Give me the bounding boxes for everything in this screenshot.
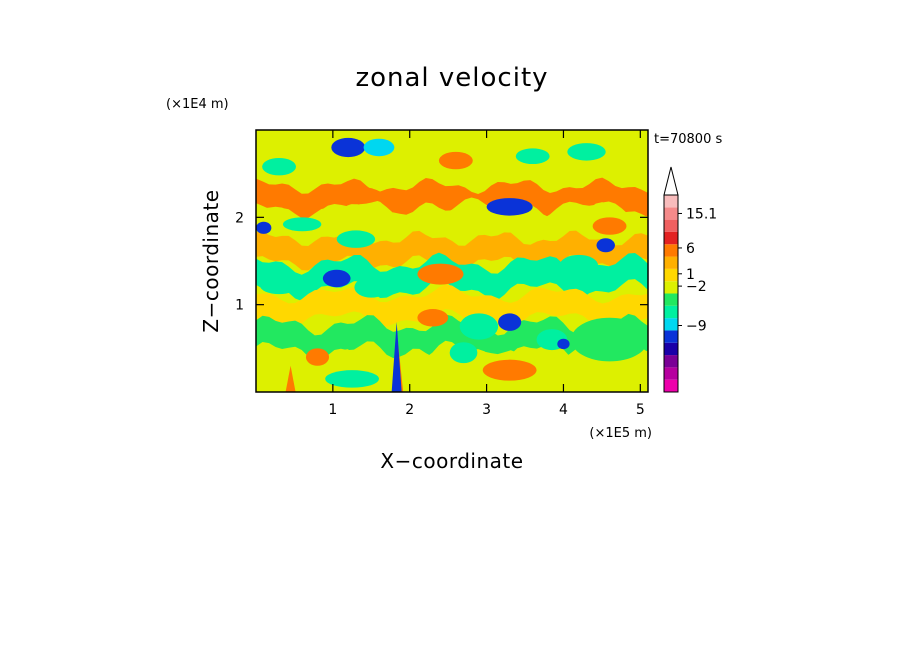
field-blob-25 [325,370,379,388]
field-blob-0 [331,137,366,158]
colorbar-label: −2 [686,279,707,295]
x-axis-label: X−coordinate [380,449,523,473]
plot-frame [255,129,649,393]
colorbar-label: 6 [686,241,695,257]
chart-title: zonal velocity [355,63,548,93]
field-blob-23 [571,317,648,362]
x-tick-label: 3 [482,402,491,418]
x-tick-label: 4 [559,402,568,418]
y-axis-ticks: 12 [235,210,648,314]
field-blob-1 [363,138,395,157]
field-blob-3 [515,148,550,165]
x-tick-label: 2 [405,402,414,418]
field-blob-22 [557,338,570,350]
y-axis-unit: (×1E4 m) [166,97,229,112]
x-axis-unit: (×1E5 m) [589,426,652,441]
field-blob-9 [282,217,322,232]
field-band-2 [256,197,648,246]
field-blob-26 [417,309,449,327]
colorbar-segment [664,330,678,343]
colorbar-label: 1 [686,267,695,283]
colorbar-segment [664,305,678,319]
field-blob-16 [259,276,299,295]
colorbar-segment [664,231,678,245]
field-blob-2 [262,157,296,176]
colorbar-segment [664,207,678,220]
colorbar-segment [664,367,678,380]
colorbar-segment [664,379,678,392]
time-label: t=70800 s [654,132,722,147]
y-tick-label: 2 [235,210,244,226]
field-blob-7 [329,186,383,205]
colorbar-segment [664,281,678,294]
field-blob-13 [592,217,627,235]
field-band-6 [256,313,648,362]
velocity-contour-field [256,130,648,392]
field-band-5 [256,284,648,328]
colorbar-extend-arrow [663,166,679,196]
colorbar-segment [664,293,678,306]
colorbar-label: −9 [686,319,707,335]
field-blob-24 [482,359,537,381]
field-blob-8 [256,221,272,234]
field-blob-27 [305,348,330,366]
field-blob-11 [596,238,615,253]
colorbar-label: 15.1 [686,206,717,222]
x-tick-label: 5 [636,402,645,418]
field-blob-12 [559,254,599,276]
field-blob-4 [567,143,606,161]
field-blob-6 [438,151,473,170]
colorbar-segment [664,268,678,282]
colorbar-segment [664,342,678,356]
field-spike-2 [391,322,402,392]
colorbar-segment [664,219,678,232]
colorbar-segment [664,256,678,269]
field-blob-19 [498,313,522,331]
field-blob-5 [486,198,533,216]
field-blob-18 [459,313,499,340]
field-blob-17 [417,263,464,285]
y-tick-label: 1 [235,298,244,314]
colorbar-segment [664,195,678,208]
field-blob-10 [336,230,376,248]
y-axis-label: Z−coordinate [199,189,223,332]
colorbar: 15.1 6 1−2 −9 [663,166,717,393]
field-blob-20 [449,342,478,364]
x-axis-ticks: 1 2 3 4 5 [328,130,645,418]
colorbar-segment [664,355,678,368]
field-blob-14 [322,269,351,288]
field-band-7 [256,348,648,392]
field-spike-0 [285,365,296,392]
colorbar-segment [664,244,678,257]
x-tick-label: 1 [328,402,337,418]
colorbar-segment [664,318,678,331]
field-blob-15 [354,276,389,298]
